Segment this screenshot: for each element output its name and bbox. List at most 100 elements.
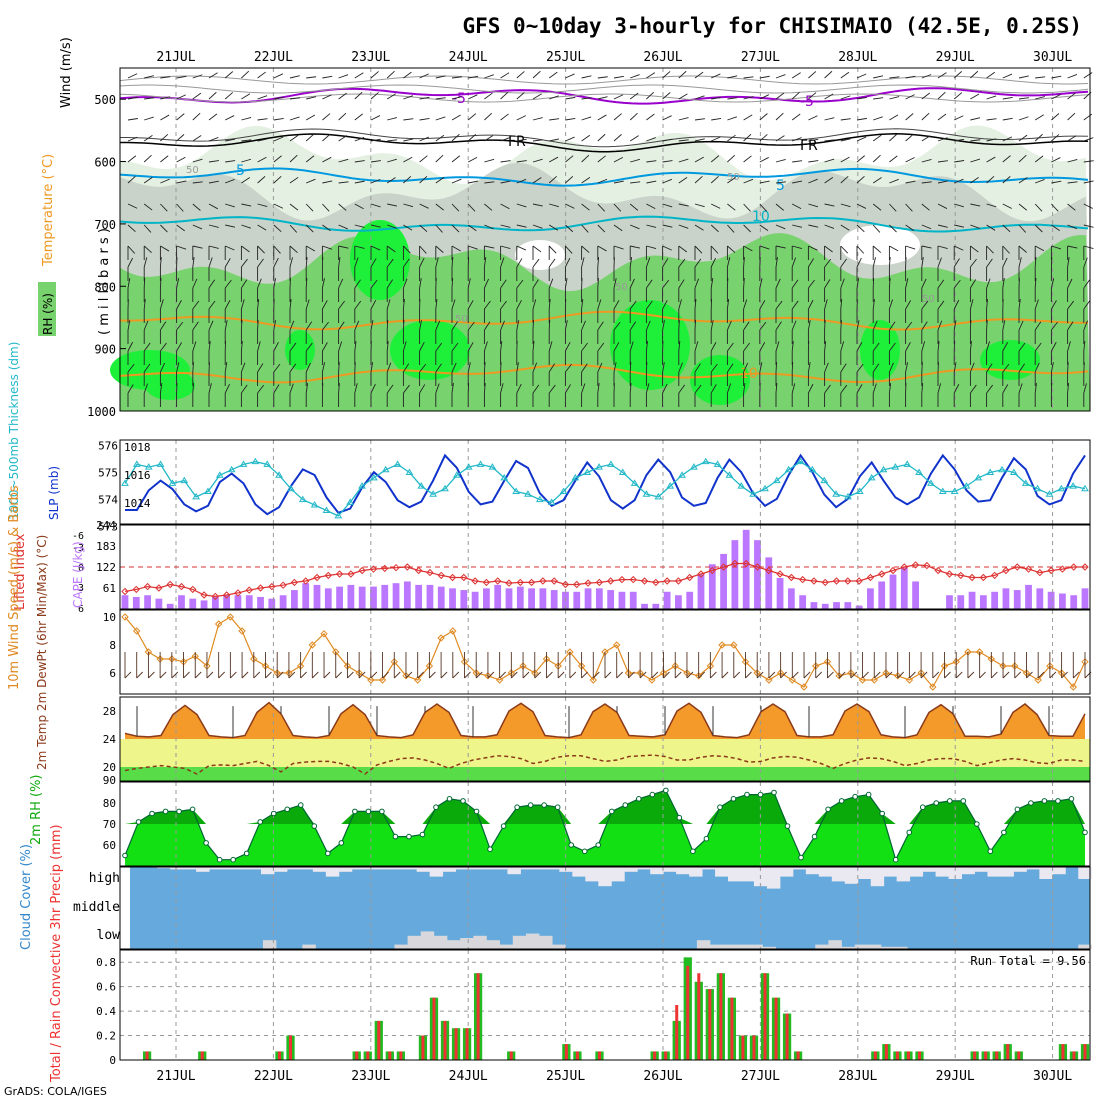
rh2m-point xyxy=(1082,829,1088,836)
cape-tick-label: 122 xyxy=(96,561,116,574)
pressure-tick-label: 600 xyxy=(94,156,116,170)
sfc-barb-flag xyxy=(487,671,495,679)
wind-barb xyxy=(678,384,686,394)
thickness-axis-title: 1000~500mb Thickness (dm) xyxy=(7,342,21,520)
wind-barb xyxy=(273,363,281,373)
thickness-point xyxy=(535,495,544,503)
cloud-layer-label: high xyxy=(89,871,120,886)
wind-barb xyxy=(402,299,405,310)
wind-barb xyxy=(824,176,834,184)
wind-barb xyxy=(856,278,860,289)
wind-barb xyxy=(386,177,396,184)
wind-barb xyxy=(840,156,850,163)
wind-barb xyxy=(548,278,554,289)
rh2m-point xyxy=(270,810,277,817)
low-cloud-bar xyxy=(525,933,540,949)
wind-barb xyxy=(613,224,623,232)
wind10-point xyxy=(800,683,808,691)
wind-barb xyxy=(791,300,799,310)
rh2m-point xyxy=(757,791,764,798)
wind-barb xyxy=(905,94,915,100)
wind-barb xyxy=(160,321,167,331)
rh2m-point xyxy=(554,804,561,811)
wind-barb xyxy=(694,258,702,268)
li-point xyxy=(324,571,333,580)
wind-barb xyxy=(726,383,732,394)
wind-barb xyxy=(435,320,441,331)
li-point xyxy=(550,577,558,585)
cape-bar xyxy=(358,586,366,609)
wind-barb xyxy=(1002,136,1013,142)
li-point xyxy=(527,578,536,587)
sfc-barb-flag xyxy=(592,671,600,679)
cape-bar xyxy=(742,529,750,609)
wind-barb xyxy=(581,342,588,352)
wind-barb xyxy=(500,383,504,394)
wind-barb xyxy=(451,203,460,212)
wind-barb xyxy=(581,299,584,310)
li-point xyxy=(561,580,570,589)
wind-barb xyxy=(678,279,685,289)
cape-bar xyxy=(878,581,886,609)
wind10-point xyxy=(179,658,188,666)
rh2m-point xyxy=(784,823,791,829)
cape-bar xyxy=(268,598,276,609)
wind-barb xyxy=(937,72,947,79)
thickness-point xyxy=(417,482,426,489)
wind-barb xyxy=(370,160,381,163)
wind-barb xyxy=(1018,245,1027,253)
cape-bar xyxy=(1047,591,1055,609)
wind-barb xyxy=(743,383,746,394)
wind-barb xyxy=(1051,300,1057,310)
wind-barb xyxy=(743,178,754,184)
wind-barb xyxy=(727,134,736,142)
rh2m-point xyxy=(703,835,710,842)
thickness-point xyxy=(737,482,746,489)
wind-barb xyxy=(905,362,909,373)
precip-conv-bar xyxy=(973,1051,977,1060)
wind-barb xyxy=(986,258,993,268)
wind-barb xyxy=(937,383,942,394)
thickness-point xyxy=(986,468,995,476)
thickness-point xyxy=(820,476,829,484)
thickness-point xyxy=(701,457,710,465)
thickness-point xyxy=(1021,479,1030,486)
high-cloud-gap xyxy=(209,867,223,870)
wind-barb xyxy=(419,96,430,100)
wind-barb xyxy=(322,342,328,352)
wind-barb xyxy=(467,321,475,331)
cape-bar xyxy=(189,598,197,609)
wind-barb xyxy=(888,362,894,373)
wind-barb xyxy=(694,363,701,373)
wind-barb xyxy=(662,92,671,100)
wind-barb xyxy=(516,279,524,289)
wind-barb xyxy=(435,116,446,121)
panel-frame xyxy=(119,439,1091,525)
high-cloud-gap xyxy=(403,867,418,870)
sfc-barb-flag xyxy=(944,671,951,679)
wind-barb xyxy=(597,96,608,100)
wind-barb xyxy=(435,154,444,163)
high-cloud-gap xyxy=(183,867,197,870)
low-cloud-bar xyxy=(881,946,895,949)
sfc-barb-flag xyxy=(909,671,916,679)
cape-bar xyxy=(708,564,716,609)
wind-barb xyxy=(483,361,486,373)
sfc-barb-flag xyxy=(663,671,670,679)
wind-barb xyxy=(694,175,703,184)
wind-barb xyxy=(273,257,279,268)
wind10-tick-label: 10 xyxy=(103,611,116,624)
thickness-point xyxy=(168,479,177,486)
wind-barb xyxy=(743,342,750,352)
wind-barb xyxy=(208,180,219,184)
wind-barb xyxy=(322,245,333,250)
run-total-label: Run Total = 9.56 xyxy=(970,954,1086,968)
high-cloud-gap xyxy=(792,867,807,870)
li-point xyxy=(606,577,615,585)
temp-tick-label: 24 xyxy=(103,733,117,746)
wind-barb xyxy=(176,180,187,184)
li-point xyxy=(1070,563,1078,571)
li-point xyxy=(200,591,208,599)
wind-barb xyxy=(484,203,493,211)
wind-barb xyxy=(824,158,835,163)
